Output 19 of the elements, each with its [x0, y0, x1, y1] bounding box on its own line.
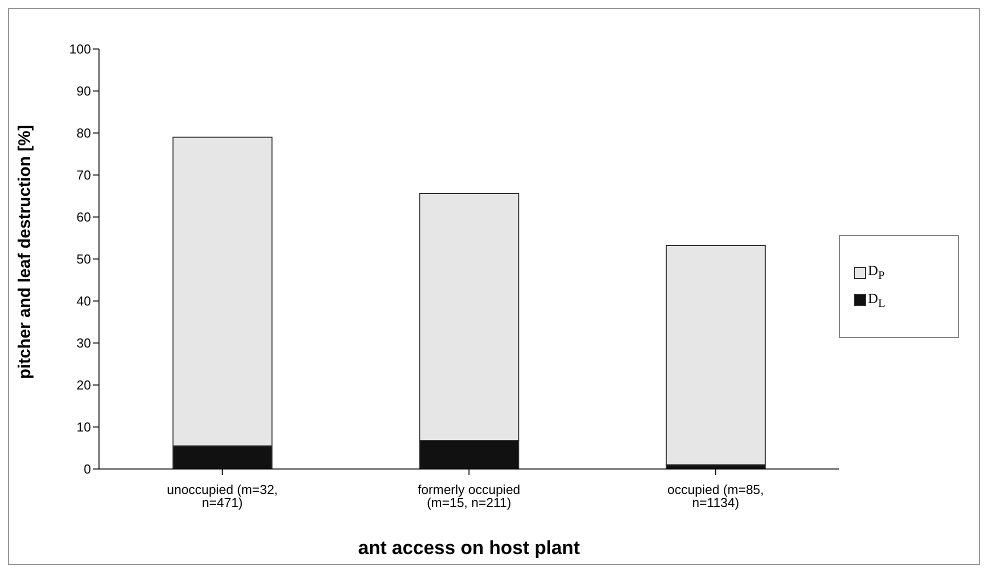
y-tick-label: 30 — [76, 336, 91, 351]
x-axis-title: ant access on host plant — [358, 538, 581, 559]
legend-label: D$_{P}$ — [868, 264, 885, 282]
y-tick-label: 20 — [76, 378, 91, 393]
legend-label: D$_{L}$ — [868, 292, 886, 310]
y-tick-label: 100 — [69, 42, 91, 57]
bar — [666, 245, 766, 466]
y-tick-label: 50 — [76, 252, 91, 267]
x-tick-label: formerly occupied (m=15, n=211) — [418, 482, 520, 510]
y-tick-label: 40 — [76, 294, 91, 309]
y-tick-label: 70 — [76, 168, 91, 183]
y-axis-title: pitcher and leaf destruction [%] — [15, 124, 34, 379]
y-tick-label: 10 — [76, 420, 91, 435]
y-tick-label: 80 — [76, 126, 91, 141]
x-tick-label: unoccupied (m=32, n=471) — [166, 482, 278, 510]
x-tick-label: occupied (m=85, n=1134) — [667, 482, 764, 510]
y-tick-label: 90 — [76, 84, 91, 99]
y-tick-label: 60 — [76, 210, 91, 225]
y-tick-label: 0 — [84, 462, 91, 477]
